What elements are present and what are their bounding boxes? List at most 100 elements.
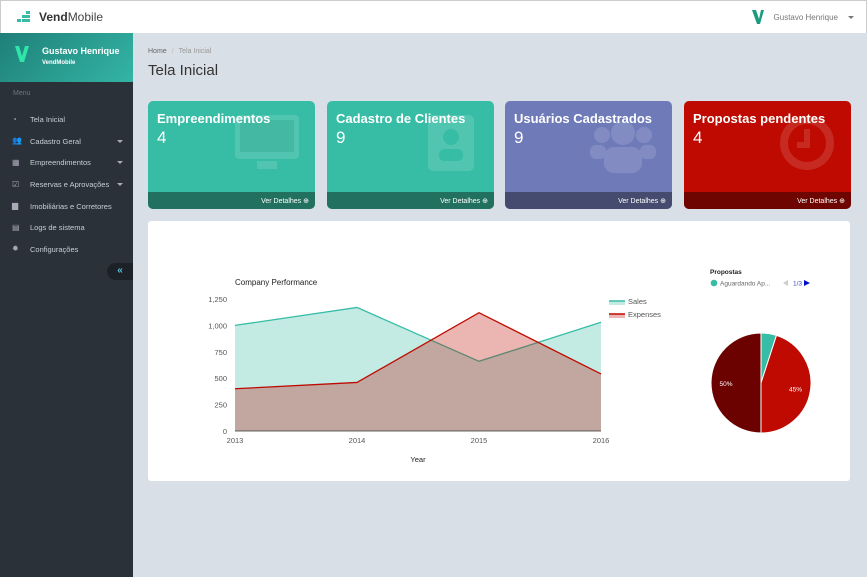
legend-label: Expenses: [628, 310, 661, 319]
sidebar-item[interactable]: ▤ Logs de sistema: [0, 217, 133, 239]
y-tick-label: 750: [214, 348, 227, 357]
brand-rest: Mobile: [67, 10, 104, 24]
card-title: Cadastro de Clientes: [336, 111, 466, 126]
circle-arrow-icon: ⊕: [660, 198, 666, 205]
user-name: Gustavo Henrique: [773, 12, 838, 22]
caret-down-icon: [117, 161, 123, 167]
gear-icon: ✹: [12, 244, 19, 254]
sidebar-item[interactable]: ✹ Configurações: [0, 239, 133, 261]
pie-slice: [760, 334, 812, 434]
circle-arrow-icon: ⊕: [303, 198, 309, 205]
next-page-icon: [804, 280, 810, 286]
top-bar: VendMobile Gustavo Henrique: [0, 0, 867, 33]
pie-slice-label: 45%: [789, 386, 802, 393]
monitor-icon: [235, 115, 299, 176]
pie-legend-page: 1/3: [793, 281, 802, 288]
breadcrumb-home[interactable]: Home: [148, 48, 167, 55]
dashboard-icon: ◔: [12, 114, 17, 124]
stat-card: Propostas pendentes 4 Ver Detalhes ⊕: [684, 101, 851, 209]
breadcrumb-current: Tela Inicial: [178, 48, 212, 55]
prev-page-icon: [783, 280, 788, 286]
briefcase-icon: ▆: [12, 201, 19, 211]
card-title: Propostas pendentes: [693, 111, 826, 126]
logo[interactable]: VendMobile: [17, 10, 103, 24]
page-title: Tela Inicial: [148, 62, 219, 79]
legend-swatch: [609, 301, 625, 305]
details-label: Ver Detalhes: [440, 198, 481, 205]
legend-dot: [710, 279, 718, 287]
clock-icon: [779, 115, 835, 176]
users-icon: [590, 115, 656, 178]
breadcrumb: Home / Tela Inicial: [148, 48, 212, 55]
sidebar-item[interactable]: 👥 Cadastro Geral: [0, 131, 133, 153]
x-tick-label: 2013: [227, 436, 244, 445]
caret-down-icon: [848, 15, 854, 22]
y-tick-label: 500: [214, 374, 227, 383]
x-axis-label: Year: [410, 455, 426, 464]
details-link[interactable]: Ver Detalhes ⊕: [505, 192, 672, 209]
profile-block: Gustavo Henrique VendMobile: [0, 33, 133, 82]
stat-card: Usuários Cadastrados 9 Ver Detalhes ⊕: [505, 101, 672, 209]
sidebar-item[interactable]: ◔ Tela Inicial: [0, 109, 133, 131]
sidebar-item[interactable]: ▦ Empreendimentos: [0, 152, 133, 174]
sidebar-item-label: Configurações: [30, 244, 79, 254]
y-tick-label: 0: [223, 427, 227, 436]
circle-arrow-icon: ⊕: [482, 198, 488, 205]
details-label: Ver Detalhes: [618, 198, 659, 205]
pie-legend-label: Aguardando Ap...: [720, 281, 770, 288]
line-expenses: [234, 311, 602, 390]
charts-svg: Company Performance 0 250 500 750 1,000 1,250 2…: [208, 269, 812, 464]
brand-bold: Vend: [39, 10, 68, 24]
sidebar-item[interactable]: ▆ Imobiliárias e Corretores: [0, 195, 133, 217]
details-link[interactable]: Ver Detalhes ⊕: [327, 192, 494, 209]
calculator-icon: ▦: [12, 157, 20, 167]
details-link[interactable]: Ver Detalhes ⊕: [148, 192, 315, 209]
charts-panel: Company Performance 0 250 500 750 1,000 1,250 2…: [148, 221, 850, 481]
legend-label: Sales: [628, 297, 647, 306]
legend-swatch: [609, 314, 625, 318]
menu-heading: Menu: [13, 90, 31, 97]
sidebar-item[interactable]: ☑ Reservas e Aprovações: [0, 174, 133, 196]
users-icon: 👥: [12, 136, 22, 146]
logo-icon: [17, 11, 30, 22]
x-tick-label: 2014: [349, 436, 366, 445]
collapse-sidebar-button[interactable]: «: [107, 263, 133, 280]
v-logo-icon: [15, 46, 29, 62]
card-value: 4: [693, 128, 703, 147]
pie-slice: [710, 332, 762, 434]
profile-name: Gustavo Henrique: [42, 46, 120, 56]
area-expenses: [235, 312, 601, 431]
caret-down-icon: [117, 182, 123, 189]
y-tick-label: 1,000: [208, 321, 227, 330]
line-sales: [234, 306, 602, 362]
sidebar-item-label: Cadastro Geral: [30, 136, 81, 146]
pie-slice-label: 50%: [719, 381, 732, 388]
book-icon: ▤: [12, 222, 20, 232]
stat-card: Empreendimentos 4 Ver Detalhes ⊕: [148, 101, 315, 209]
stat-card: Cadastro de Clientes 9 Ver Detalhes ⊕: [327, 101, 494, 209]
sidebar-item-label: Empreendimentos: [30, 158, 91, 168]
card-value: 4: [157, 128, 167, 147]
card-title: Empreendimentos: [157, 111, 271, 126]
sidebar-item-label: Logs de sistema: [30, 223, 85, 233]
x-tick-label: 2015: [471, 436, 488, 445]
sidebar: Gustavo Henrique VendMobile Menu ◔ Tela I…: [0, 33, 133, 577]
user-menu[interactable]: Gustavo Henrique: [751, 10, 854, 24]
pie-title: Propostas: [710, 269, 742, 276]
card-value: 9: [514, 128, 524, 147]
details-label: Ver Detalhes: [261, 198, 302, 205]
v-logo-icon: [751, 10, 764, 24]
card-title: Usuários Cadastrados: [514, 111, 652, 126]
details-link[interactable]: Ver Detalhes ⊕: [684, 192, 851, 209]
address-book-icon: [428, 115, 478, 176]
details-label: Ver Detalhes: [797, 198, 838, 205]
chart-title: Company Performance: [235, 278, 318, 287]
area-sales: [235, 307, 601, 431]
x-tick-label: 2016: [593, 436, 610, 445]
card-value: 9: [336, 128, 346, 147]
sidebar-item-label: Imobiliárias e Corretores: [30, 201, 112, 211]
sidebar-item-label: Reservas e Aprovações: [30, 180, 110, 190]
circle-arrow-icon: ⊕: [839, 198, 845, 205]
y-tick-label: 250: [214, 401, 227, 410]
sidebar-item-label: Tela Inicial: [30, 115, 66, 125]
